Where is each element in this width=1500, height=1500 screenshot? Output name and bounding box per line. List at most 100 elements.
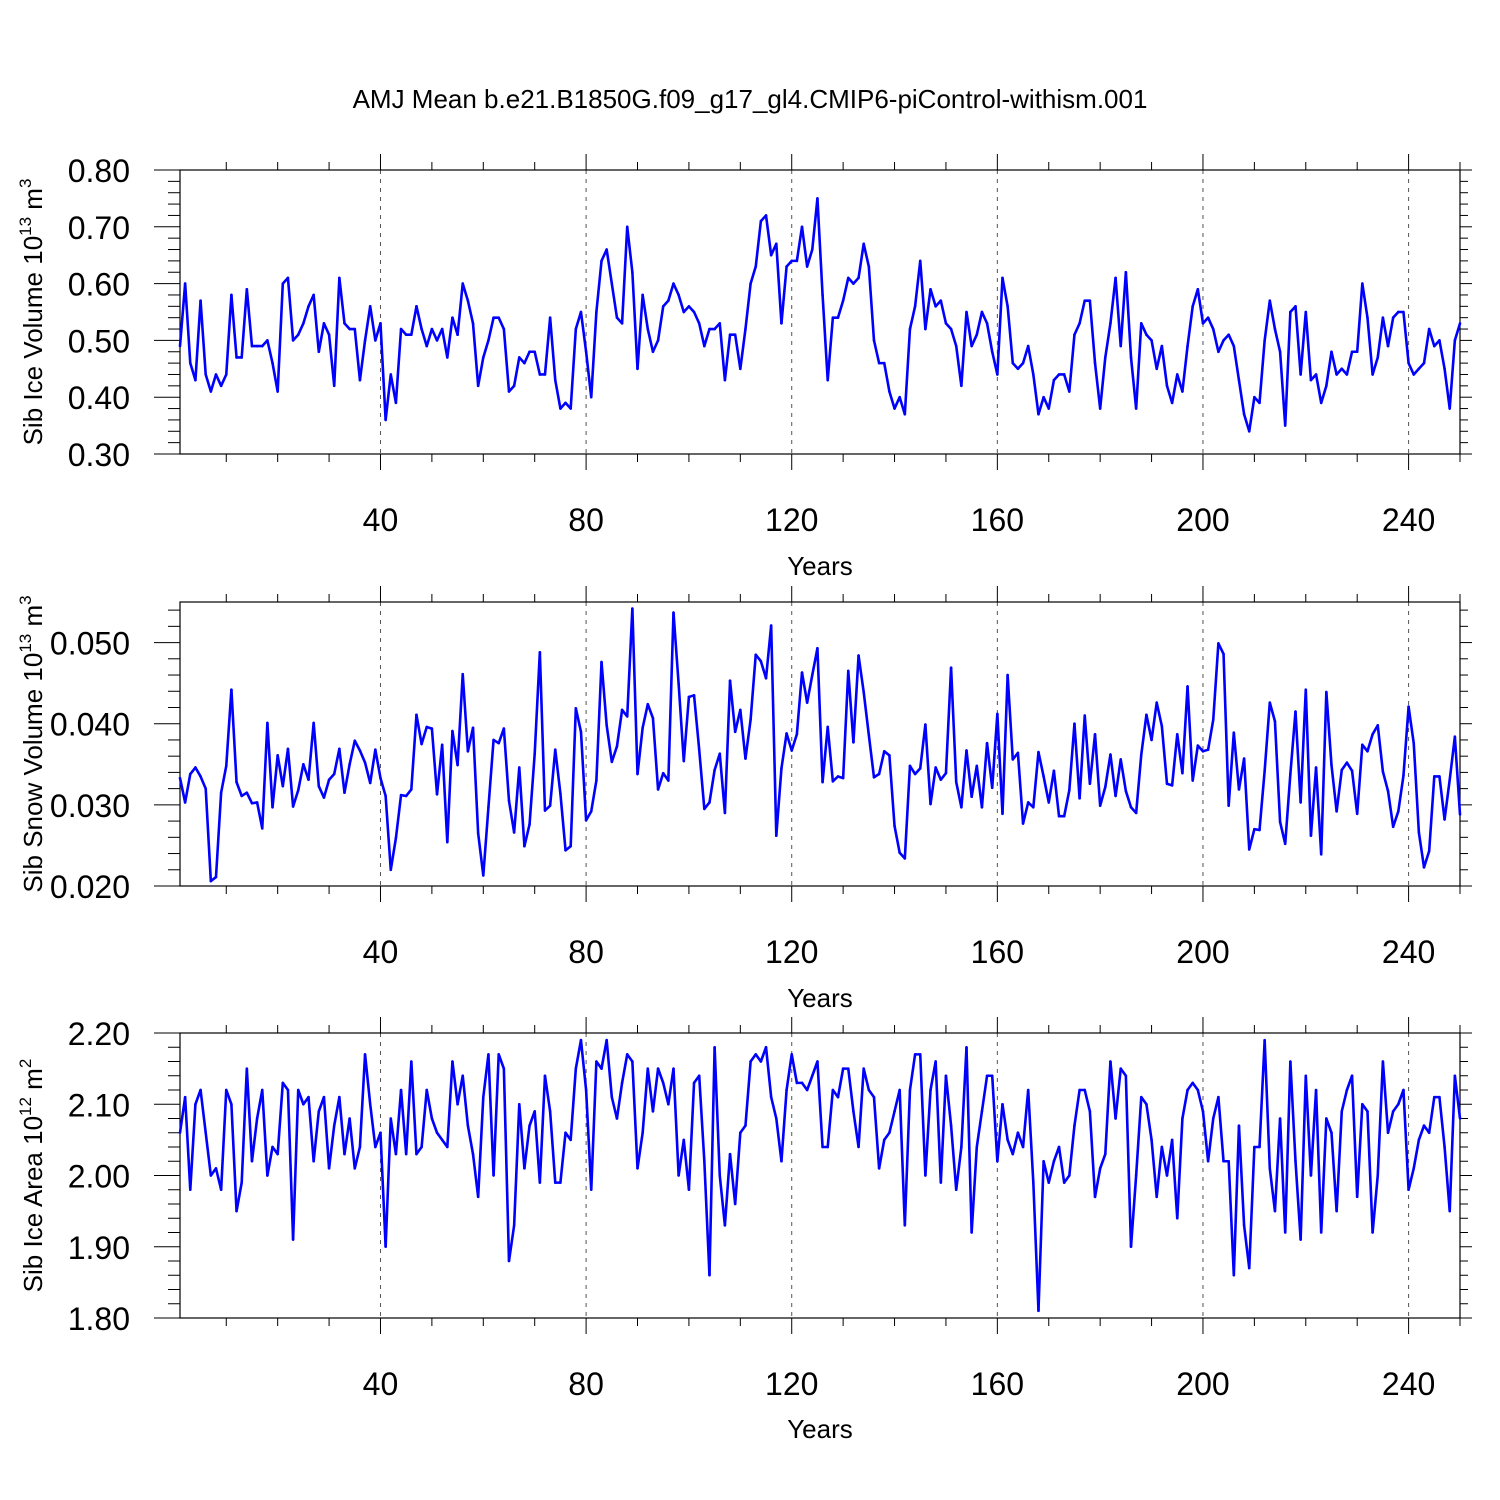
series-segment	[682, 695, 691, 763]
series-segment	[1330, 763, 1338, 813]
series-segment	[266, 721, 274, 809]
series-segment	[410, 305, 418, 337]
series-segment	[960, 310, 968, 388]
series-segment	[446, 729, 454, 844]
series-segment	[826, 725, 835, 783]
series-segment	[1083, 714, 1092, 786]
y-tick-label: 0.60	[68, 267, 130, 303]
y-axis-label: Sib Ice Volume 1013 m3	[16, 179, 48, 446]
series-segment	[584, 350, 593, 399]
series-segment	[1191, 1081, 1200, 1092]
series-segment	[538, 651, 547, 812]
series-segment	[286, 747, 295, 808]
series-segment	[461, 282, 470, 302]
series-segment	[1047, 1159, 1056, 1184]
series-segment	[379, 776, 387, 798]
series-line	[178, 197, 1462, 433]
series-segment	[790, 1053, 799, 1085]
series-segment	[487, 316, 495, 342]
series-segment	[466, 1124, 475, 1156]
series-segment	[1073, 322, 1081, 337]
series-segment	[775, 767, 783, 837]
series-segment	[1062, 788, 1071, 818]
series-segment	[1021, 1088, 1030, 1149]
series-segment	[214, 791, 223, 879]
series-segment	[1160, 1145, 1169, 1177]
series-segment	[348, 739, 357, 766]
series-segment	[1083, 1088, 1092, 1113]
series-segment	[1381, 770, 1390, 793]
series-segment	[1258, 339, 1266, 405]
series-segment	[1062, 1174, 1071, 1184]
series-segment	[1186, 305, 1194, 348]
series-segment	[1278, 350, 1287, 427]
series-segment	[1319, 1117, 1328, 1234]
x-tick-label: 160	[971, 502, 1024, 538]
x-axis-label: Years	[787, 983, 853, 1013]
series-segment	[816, 646, 824, 784]
series-segment	[924, 287, 932, 331]
series-segment	[795, 671, 804, 736]
series-segment	[775, 242, 783, 325]
series-segment	[368, 748, 377, 785]
series-segment	[338, 1095, 346, 1156]
series-segment	[1196, 287, 1205, 325]
series-segment	[800, 225, 809, 268]
series-segment	[723, 679, 732, 815]
series-segment	[461, 1074, 470, 1127]
series-segment	[1453, 1074, 1462, 1120]
series-segment	[1412, 741, 1421, 834]
series-segment	[579, 730, 588, 822]
y-axis-label-exp: 12	[16, 1097, 35, 1116]
series-segment	[888, 1110, 896, 1135]
series-segment	[1073, 722, 1081, 800]
series-segment	[1104, 753, 1112, 789]
series-segment	[600, 660, 608, 727]
series-segment	[656, 1067, 665, 1085]
series-segment	[1052, 769, 1061, 818]
series-segment	[291, 1088, 300, 1241]
series-segment	[1134, 1095, 1143, 1177]
series-segment	[1330, 1131, 1338, 1213]
series-segment	[199, 299, 208, 376]
series-segment	[1191, 744, 1200, 782]
series-segment	[975, 310, 984, 337]
series-segment	[605, 724, 614, 764]
y-tick-label: 0.040	[50, 707, 130, 743]
series-segment	[610, 745, 619, 764]
series-segment	[1093, 732, 1102, 807]
series-segment	[523, 1124, 531, 1170]
series-segment	[584, 1088, 593, 1192]
series-segment	[589, 779, 598, 813]
series-segment	[1145, 1102, 1153, 1142]
series-segment	[1032, 750, 1040, 809]
series-segment	[589, 310, 598, 399]
series-segment	[1325, 690, 1333, 767]
series-segment	[296, 322, 305, 337]
series-segment	[343, 762, 351, 794]
series-segment	[451, 1060, 459, 1106]
series-segment	[903, 1088, 912, 1227]
series-segment	[584, 810, 593, 822]
series-segment	[307, 721, 315, 782]
series-segment	[1150, 701, 1159, 742]
series-segment	[523, 350, 531, 365]
chart-title: AMJ Mean b.e21.B1850G.f09_g17_gl4.CMIP6-…	[353, 84, 1148, 114]
series-segment	[913, 259, 922, 308]
series-segment	[785, 732, 794, 752]
series-segment	[276, 282, 285, 393]
series-segment	[836, 1067, 845, 1099]
series-segment	[970, 333, 979, 348]
series-segment	[1134, 753, 1143, 815]
series-segment	[713, 1045, 722, 1177]
series-segment	[1438, 339, 1446, 371]
series-segment	[1042, 1159, 1051, 1184]
series-segment	[810, 197, 819, 251]
series-segment	[281, 747, 290, 788]
series-segment	[1304, 310, 1313, 382]
series-segment	[929, 287, 937, 308]
series-segment	[1181, 685, 1189, 775]
series-segment	[615, 1081, 624, 1120]
y-axis-label: Sib Ice Area 1012 m2	[16, 1059, 48, 1293]
series-segment	[672, 611, 680, 686]
